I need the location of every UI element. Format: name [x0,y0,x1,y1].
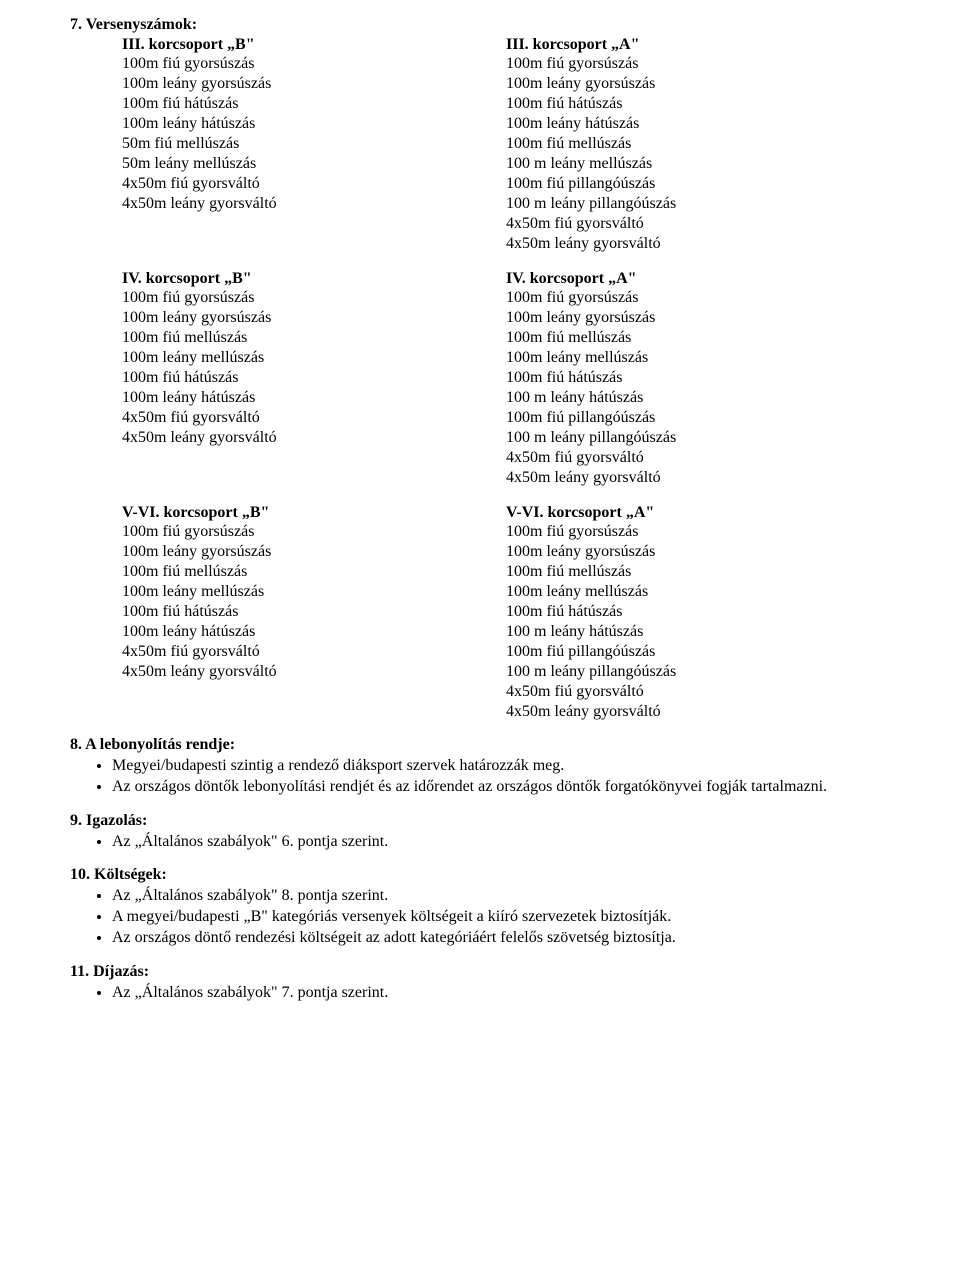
event-line: 50m leány mellúszás [122,154,506,174]
event-line: 4x50m fiú gyorsváltó [506,448,890,468]
group-title: IV. korcsoport „A" [506,270,890,288]
event-line: 4x50m fiú gyorsváltó [506,682,890,702]
event-line: 100m fiú gyorsúszás [506,522,890,542]
event-line: 100m fiú pillangóúszás [506,408,890,428]
event-line: 100m leány mellúszás [506,348,890,368]
event-line: 100m fiú gyorsúszás [122,54,506,74]
event-line: 100m fiú gyorsúszás [122,522,506,542]
event-line: 100m fiú hátúszás [122,94,506,114]
group-title: III. korcsoport „B" [122,36,506,54]
group-left: IV. korcsoport „B" 100m fiú gyorsúszás 1… [122,270,506,488]
event-line: 100 m leány mellúszás [506,154,890,174]
list-item: Az országos döntő rendezési költségeit a… [112,928,890,949]
event-line: 100m fiú mellúszás [122,562,506,582]
page: 7. Versenyszámok: III. korcsoport „B" 10… [0,0,960,1044]
event-line: 100m leány gyorsúszás [122,308,506,328]
section7-title: 7. Versenyszámok: [70,16,890,34]
event-line: 100m leány gyorsúszás [122,542,506,562]
event-line: 100m leány gyorsúszás [122,74,506,94]
section9-bullets: Az „Általános szabályok" 6. pontja szeri… [70,832,890,853]
group-title: IV. korcsoport „B" [122,270,506,288]
event-line: 100m fiú hátúszás [122,368,506,388]
section11-bullets: Az „Általános szabályok" 7. pontja szeri… [70,983,890,1004]
event-line: 100m fiú mellúszás [506,328,890,348]
section8-bullets: Megyei/budapesti szintig a rendező diáks… [70,756,890,798]
section9-title: 9. Igazolás: [70,812,890,830]
event-line: 100m fiú mellúszás [122,328,506,348]
event-line: 100m leány mellúszás [122,348,506,368]
event-line: 100m leány mellúszás [122,582,506,602]
event-line: 100m fiú pillangóúszás [506,174,890,194]
event-line: 100 m leány pillangóúszás [506,428,890,448]
group-row: III. korcsoport „B" 100m fiú gyorsúszás … [122,36,890,254]
event-line: 4x50m leány gyorsváltó [122,428,506,448]
list-item: Megyei/budapesti szintig a rendező diáks… [112,756,890,777]
group-right: IV. korcsoport „A" 100m fiú gyorsúszás 1… [506,270,890,488]
group-row: IV. korcsoport „B" 100m fiú gyorsúszás 1… [122,270,890,488]
event-line: 100m leány gyorsúszás [506,74,890,94]
group-title: V-VI. korcsoport „A" [506,504,890,522]
event-line: 100m fiú hátúszás [506,368,890,388]
event-line: 100m fiú pillangóúszás [506,642,890,662]
event-line: 100m fiú hátúszás [506,602,890,622]
event-line: 100 m leány pillangóúszás [506,194,890,214]
event-line: 4x50m leány gyorsváltó [506,468,890,488]
event-line: 100m leány hátúszás [122,388,506,408]
section11-title: 11. Díjazás: [70,963,890,981]
event-line: 100 m leány hátúszás [506,388,890,408]
event-line: 100 m leány hátúszás [506,622,890,642]
event-line: 4x50m leány gyorsváltó [122,662,506,682]
group-right: III. korcsoport „A" 100m fiú gyorsúszás … [506,36,890,254]
event-line: 100m leány mellúszás [506,582,890,602]
event-line: 100m fiú hátúszás [122,602,506,622]
group-title: III. korcsoport „A" [506,36,890,54]
section10-title: 10. Költségek: [70,866,890,884]
section8-title: 8. A lebonyolítás rendje: [70,736,890,754]
event-line: 100m fiú hátúszás [506,94,890,114]
event-line: 4x50m fiú gyorsváltó [122,642,506,662]
group-left: V-VI. korcsoport „B" 100m fiú gyorsúszás… [122,504,506,722]
event-line: 100m fiú gyorsúszás [506,288,890,308]
list-item: A megyei/budapesti „B" kategóriás versen… [112,907,890,928]
section10-bullets: Az „Általános szabályok" 8. pontja szeri… [70,886,890,948]
group-title: V-VI. korcsoport „B" [122,504,506,522]
event-line: 100m fiú mellúszás [506,134,890,154]
list-item: Az országos döntők lebonyolítási rendjét… [112,777,890,798]
event-line: 4x50m fiú gyorsváltó [122,174,506,194]
event-line: 100m leány gyorsúszás [506,542,890,562]
group-left: III. korcsoport „B" 100m fiú gyorsúszás … [122,36,506,254]
event-line: 100 m leány pillangóúszás [506,662,890,682]
event-line: 4x50m leány gyorsváltó [122,194,506,214]
event-line: 4x50m fiú gyorsváltó [506,214,890,234]
group-right: V-VI. korcsoport „A" 100m fiú gyorsúszás… [506,504,890,722]
event-line: 50m fiú mellúszás [122,134,506,154]
event-line: 4x50m leány gyorsváltó [506,234,890,254]
event-line: 100m fiú gyorsúszás [506,54,890,74]
list-item: Az „Általános szabályok" 6. pontja szeri… [112,832,890,853]
event-line: 100m leány hátúszás [122,114,506,134]
event-line: 100m leány gyorsúszás [506,308,890,328]
event-line: 100m fiú gyorsúszás [122,288,506,308]
event-line: 4x50m leány gyorsváltó [506,702,890,722]
event-line: 100m leány hátúszás [506,114,890,134]
event-line: 100m fiú mellúszás [506,562,890,582]
event-line: 100m leány hátúszás [122,622,506,642]
group-row: V-VI. korcsoport „B" 100m fiú gyorsúszás… [122,504,890,722]
list-item: Az „Általános szabályok" 7. pontja szeri… [112,983,890,1004]
event-line: 4x50m fiú gyorsváltó [122,408,506,428]
list-item: Az „Általános szabályok" 8. pontja szeri… [112,886,890,907]
